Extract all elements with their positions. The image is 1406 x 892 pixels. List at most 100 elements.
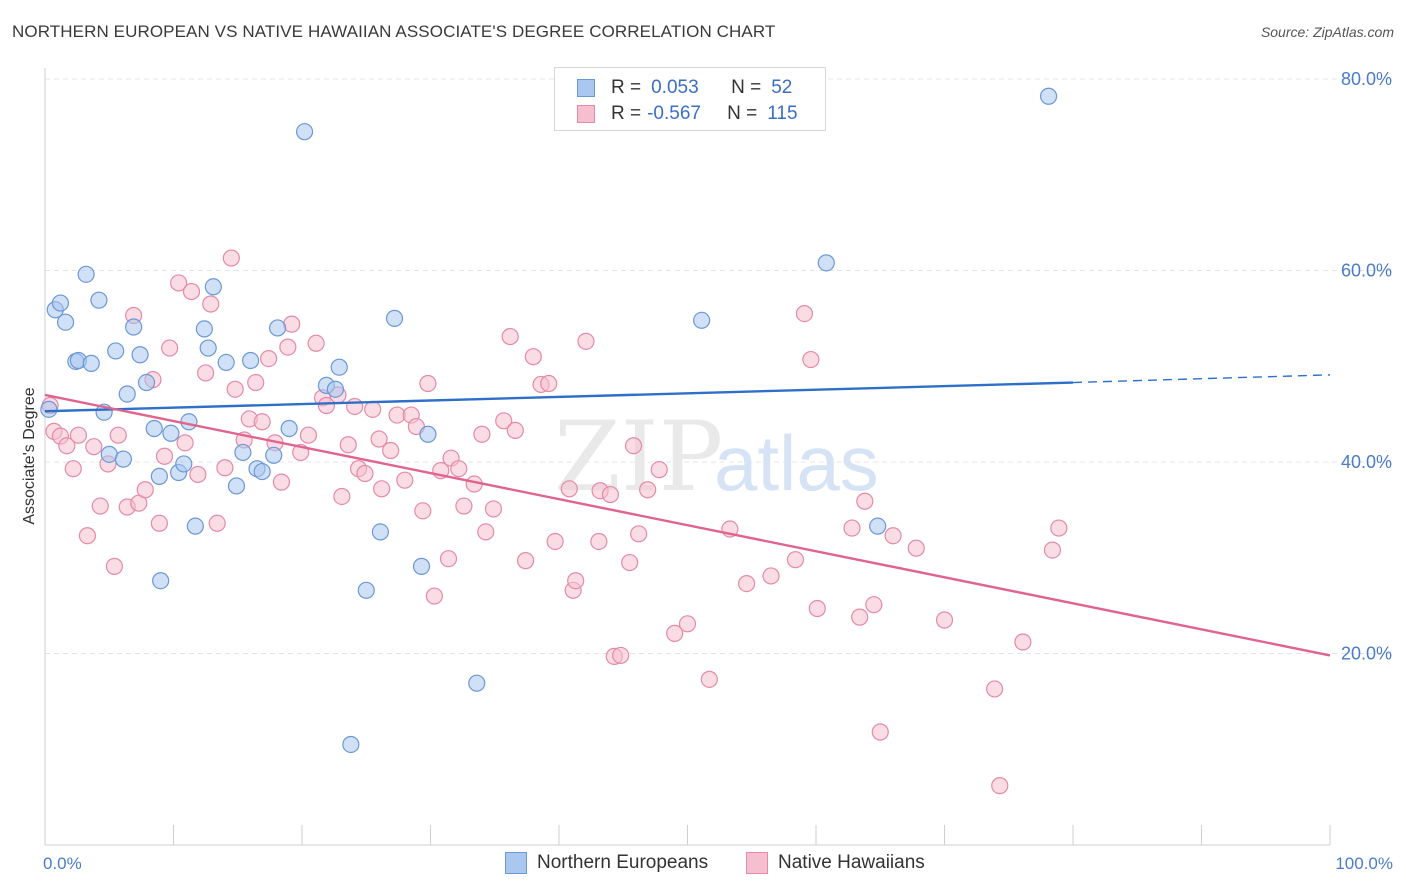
point-northern-european <box>468 674 486 692</box>
point-native-hawaiian <box>109 426 127 444</box>
point-native-hawaiian <box>795 304 814 323</box>
chart-title: NORTHERN EUROPEAN VS NATIVE HAWAIIAN ASS… <box>12 22 776 41</box>
point-native-hawaiian <box>78 527 97 545</box>
point-native-hawaiian <box>1014 633 1032 651</box>
point-native-hawaiian <box>208 514 226 532</box>
y-tick-label: 20.0% <box>1341 644 1392 664</box>
point-native-hawaiian <box>738 575 756 593</box>
point-northern-european <box>412 557 431 575</box>
point-northern-european <box>342 735 360 754</box>
point-northern-european <box>419 425 437 443</box>
point-northern-european <box>51 294 70 312</box>
legend-row-northern-europeans: R = 0.053 N = 52 <box>577 76 792 100</box>
point-northern-european <box>175 455 193 473</box>
point-northern-european <box>817 254 835 272</box>
point-northern-european <box>82 354 100 372</box>
n-label: N = <box>731 77 762 98</box>
point-northern-european <box>253 462 271 481</box>
point-native-hawaiian <box>58 437 76 455</box>
point-native-hawaiian <box>577 332 595 350</box>
n-value-series1: 52 <box>771 77 793 98</box>
axes-layer <box>44 68 1331 846</box>
point-native-hawaiian <box>189 465 207 484</box>
point-native-hawaiian <box>222 249 240 267</box>
point-native-hawaiian <box>419 374 437 393</box>
point-northern-european <box>150 467 168 485</box>
point-native-hawaiian <box>170 274 188 292</box>
point-northern-european <box>152 572 170 590</box>
point-native-hawaiian <box>1050 519 1068 537</box>
point-native-hawaiian <box>808 599 826 618</box>
x-tick-label: 0.0% <box>43 854 82 873</box>
point-native-hawaiian <box>283 315 301 333</box>
trendline-northern-europeans <box>44 381 1074 413</box>
point-native-hawaiian <box>396 471 414 489</box>
point-native-hawaiian <box>473 425 491 443</box>
point-northern-european <box>385 309 404 327</box>
watermark: ZIP atlas <box>554 401 879 513</box>
point-native-hawaiian <box>455 497 473 515</box>
point-native-hawaiian <box>560 480 578 498</box>
point-native-hawaiian <box>935 611 954 629</box>
legend-label-native-hawaiians: Native Hawaiians <box>778 852 925 873</box>
point-northern-european <box>204 278 222 296</box>
point-native-hawaiian <box>333 487 351 506</box>
point-northern-european <box>242 351 260 370</box>
point-native-hawaiian <box>612 646 630 665</box>
point-northern-european <box>199 339 217 357</box>
r-value-series1: 0.053 <box>651 77 699 98</box>
legend-label-northern-europeans: Northern Europeans <box>537 852 709 873</box>
points-layer <box>40 87 1068 795</box>
point-native-hawaiian <box>226 380 244 398</box>
trendline-native-hawaiians <box>44 393 1331 657</box>
point-native-hawaiian <box>346 397 364 416</box>
r-label: R = <box>611 103 642 124</box>
point-native-hawaiian <box>259 349 278 368</box>
blue-swatch <box>577 79 595 97</box>
point-northern-european <box>114 450 132 468</box>
stats-legend: R = 0.053 N = 52 R = -0.567 N = 115 <box>554 67 826 131</box>
point-native-hawaiian <box>272 473 291 491</box>
source-note: Source: ZipAtlas.com <box>1260 24 1394 40</box>
point-native-hawaiian <box>524 348 542 366</box>
point-native-hawaiian <box>851 608 869 626</box>
point-northern-european <box>227 477 246 495</box>
point-northern-european <box>162 424 180 442</box>
legend-row-native-hawaiians: R = -0.567 N = 115 <box>577 102 798 126</box>
legend-item-northern-europeans[interactable]: Northern Europeans <box>505 852 708 874</box>
point-native-hawaiian <box>678 615 697 633</box>
point-native-hawaiian <box>450 460 468 478</box>
point-northern-european <box>869 517 887 535</box>
point-native-hawaiian <box>216 459 234 477</box>
point-northern-european <box>145 419 163 438</box>
point-native-hawaiian <box>307 334 325 352</box>
point-native-hawaiian <box>356 464 374 483</box>
point-native-hawaiian <box>802 350 820 369</box>
point-native-hawaiian <box>621 553 639 572</box>
r-value-series2: -0.567 <box>647 103 701 124</box>
point-northern-european <box>40 400 58 418</box>
point-northern-european <box>77 265 95 283</box>
point-native-hawaiian <box>762 567 780 585</box>
series-legend: Northern Europeans Native Hawaiians <box>0 852 1406 878</box>
point-northern-european <box>326 380 345 398</box>
point-native-hawaiian <box>339 436 357 454</box>
point-native-hawaiian <box>414 502 432 520</box>
point-northern-european <box>195 320 213 338</box>
point-native-hawaiian <box>700 670 718 688</box>
point-native-hawaiian <box>279 338 297 356</box>
point-native-hawaiian <box>495 412 513 430</box>
point-northern-european <box>357 581 375 599</box>
n-label: N = <box>727 103 758 124</box>
point-native-hawaiian <box>136 481 154 499</box>
point-native-hawaiian <box>907 539 925 557</box>
point-native-hawaiian <box>567 572 585 590</box>
point-native-hawaiian <box>871 723 889 741</box>
tick-labels: 20.0% 40.0% 60.0% 80.0% 0.0% 100.0% <box>43 69 1393 873</box>
legend-item-native-hawaiians[interactable]: Native Hawaiians <box>746 852 925 874</box>
watermark-atlas: atlas <box>714 419 879 507</box>
point-native-hawaiian <box>991 777 1009 795</box>
point-northern-european <box>693 311 711 329</box>
point-northern-european <box>234 443 252 462</box>
